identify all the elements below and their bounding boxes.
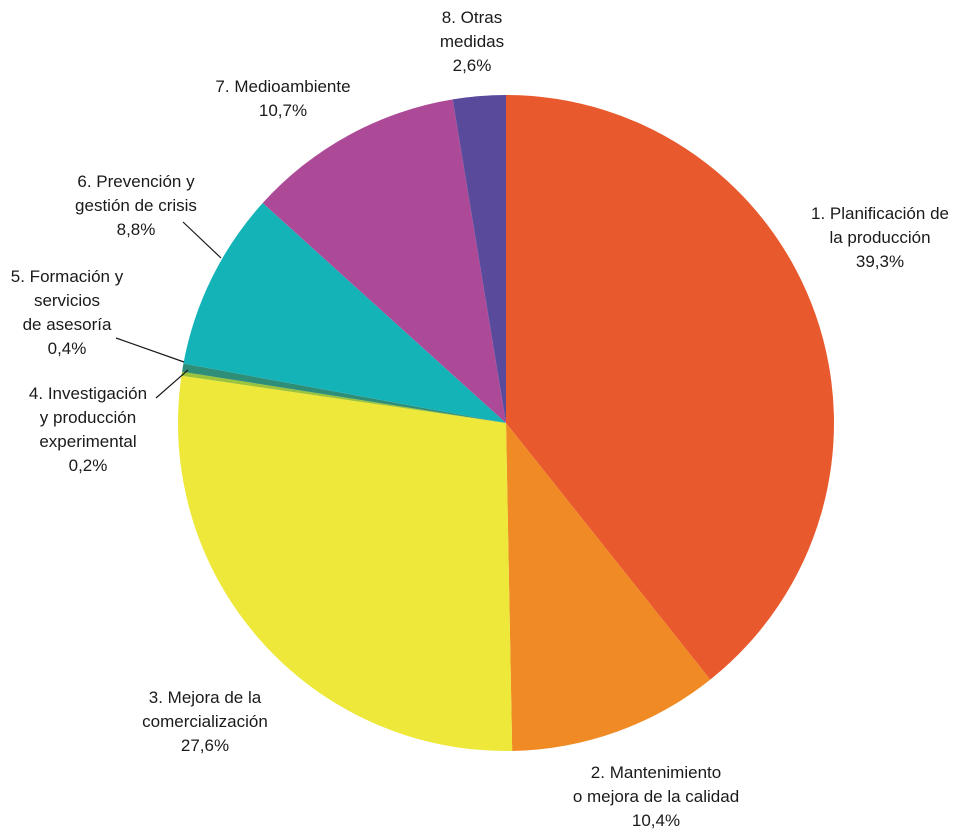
- leader-lines: [115, 221, 222, 399]
- slice-label-2: 2. Mantenimiento o mejora de la calidad 10…: [573, 763, 739, 830]
- pie-slices: [178, 95, 834, 751]
- slice-label-line: 6. Prevención y: [77, 172, 195, 191]
- leader-line-4: [155, 369, 189, 399]
- slice-label-line: 1. Planificación de: [811, 204, 949, 223]
- slice-label-4: 4. Investigación y producción experimental…: [29, 384, 147, 475]
- slice-label-line: de asesoría: [23, 315, 112, 334]
- slice-label-line: 3. Mejora de la: [149, 688, 262, 707]
- slice-label-line: 8. Otras: [442, 8, 502, 27]
- slice-percent: 27,6%: [181, 736, 229, 755]
- slice-percent: 0,2%: [69, 456, 108, 475]
- pie-slice-3: [178, 375, 513, 751]
- pie-slice-4: [181, 371, 507, 423]
- pie-slice-6: [183, 203, 506, 423]
- pie-slice-1: [506, 95, 834, 680]
- slice-label-1: 1. Planificación de la producción 39,3%: [811, 204, 949, 271]
- slice-label-line: servicios: [34, 291, 100, 310]
- slice-label-5: 5. Formación y servicios de asesoría 0,4%: [11, 267, 124, 358]
- slice-label-line: medidas: [440, 32, 504, 51]
- pie-slice-8: [452, 95, 506, 423]
- slice-label-line: la producción: [829, 228, 930, 247]
- slice-label-line: y producción: [40, 408, 136, 427]
- slice-label-line: experimental: [39, 432, 136, 451]
- slice-label-line: comercialización: [142, 712, 268, 731]
- slice-percent: 10,4%: [632, 811, 680, 830]
- slice-percent: 8,8%: [117, 220, 156, 239]
- slice-label-6: 6. Prevención y gestión de crisis 8,8%: [75, 172, 197, 239]
- leader-line-6: [182, 221, 222, 259]
- slice-percent: 39,3%: [856, 252, 904, 271]
- slice-label-line: 5. Formación y: [11, 267, 124, 286]
- leader-line-5: [115, 337, 185, 363]
- slice-label-3: 3. Mejora de la comercialización 27,6%: [142, 688, 268, 755]
- slice-percent: 0,4%: [48, 339, 87, 358]
- slice-label-8: 8. Otras medidas 2,6%: [440, 8, 504, 75]
- slice-label-line: gestión de crisis: [75, 196, 197, 215]
- slice-label-line: 4. Investigación: [29, 384, 147, 403]
- slice-label-line: 7. Medioambiente: [215, 77, 350, 96]
- slice-labels: 1. Planificación de la producción 39,3% 2. …: [11, 8, 949, 830]
- slice-percent: 2,6%: [453, 56, 492, 75]
- slice-label-line: o mejora de la calidad: [573, 787, 739, 806]
- pie-slice-2: [506, 423, 711, 751]
- slice-percent: 10,7%: [259, 101, 307, 120]
- slice-label-7: 7. Medioambiente 10,7%: [215, 77, 350, 120]
- slice-label-line: 2. Mantenimiento: [591, 763, 721, 782]
- pie-slice-7: [262, 99, 506, 424]
- pie-slice-5: [182, 363, 507, 423]
